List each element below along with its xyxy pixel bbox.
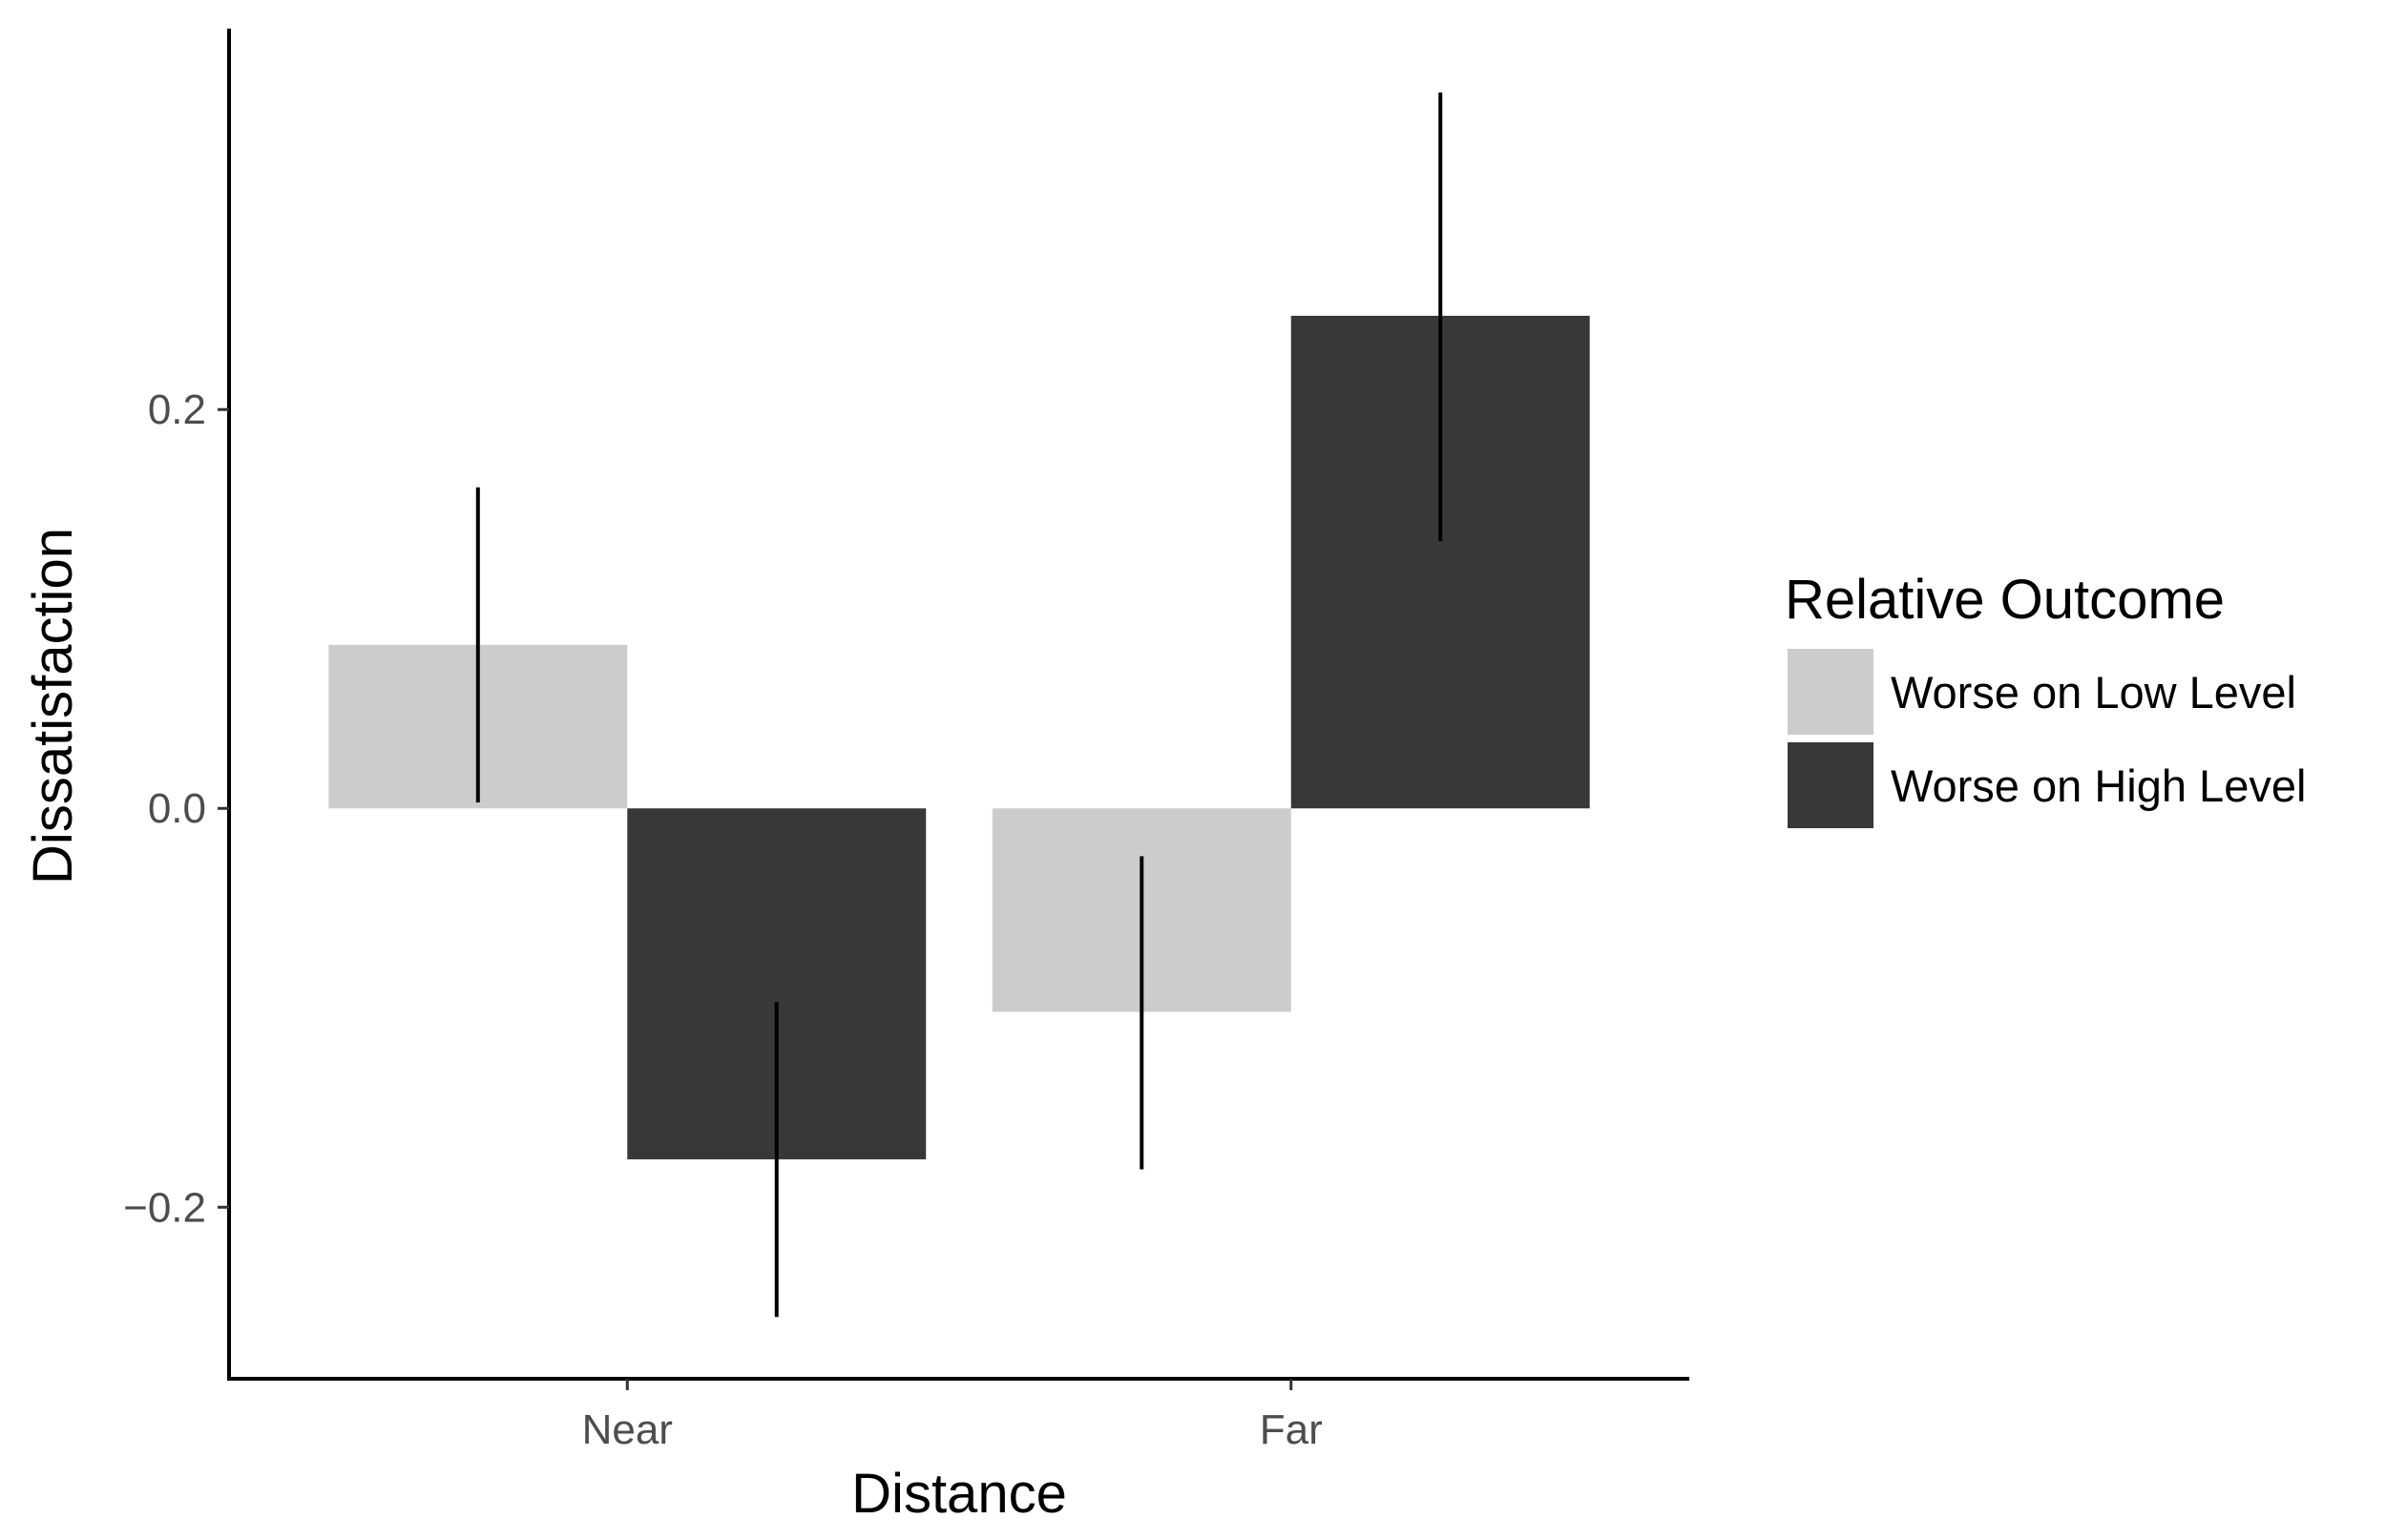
y-ticks: 0.2 0.0 −0.2	[123, 386, 229, 1231]
y-tick-label: 0.2	[148, 386, 206, 433]
bars-layer	[328, 315, 1590, 1160]
error-bars-layer	[475, 92, 1443, 1318]
x-tick-label: Far	[1260, 1406, 1323, 1453]
y-tick-label: 0.0	[148, 785, 206, 832]
legend-label-high-level: Worse on High Level	[1891, 760, 2306, 811]
legend: Relative Outcome Worse on Low Level Wors…	[1785, 569, 2306, 828]
y-axis-title: Dissatisfaction	[22, 528, 84, 884]
legend-swatch-high-level	[1788, 742, 1873, 828]
x-axis-title: Distance	[851, 1463, 1067, 1525]
x-ticks: Near Far	[582, 1379, 1323, 1453]
legend-swatch-low-level	[1788, 649, 1873, 735]
x-tick-label: Near	[582, 1406, 673, 1453]
legend-label-low-level: Worse on Low Level	[1891, 667, 2296, 718]
legend-title: Relative Outcome	[1785, 569, 2225, 631]
y-tick-label: −0.2	[123, 1184, 206, 1231]
